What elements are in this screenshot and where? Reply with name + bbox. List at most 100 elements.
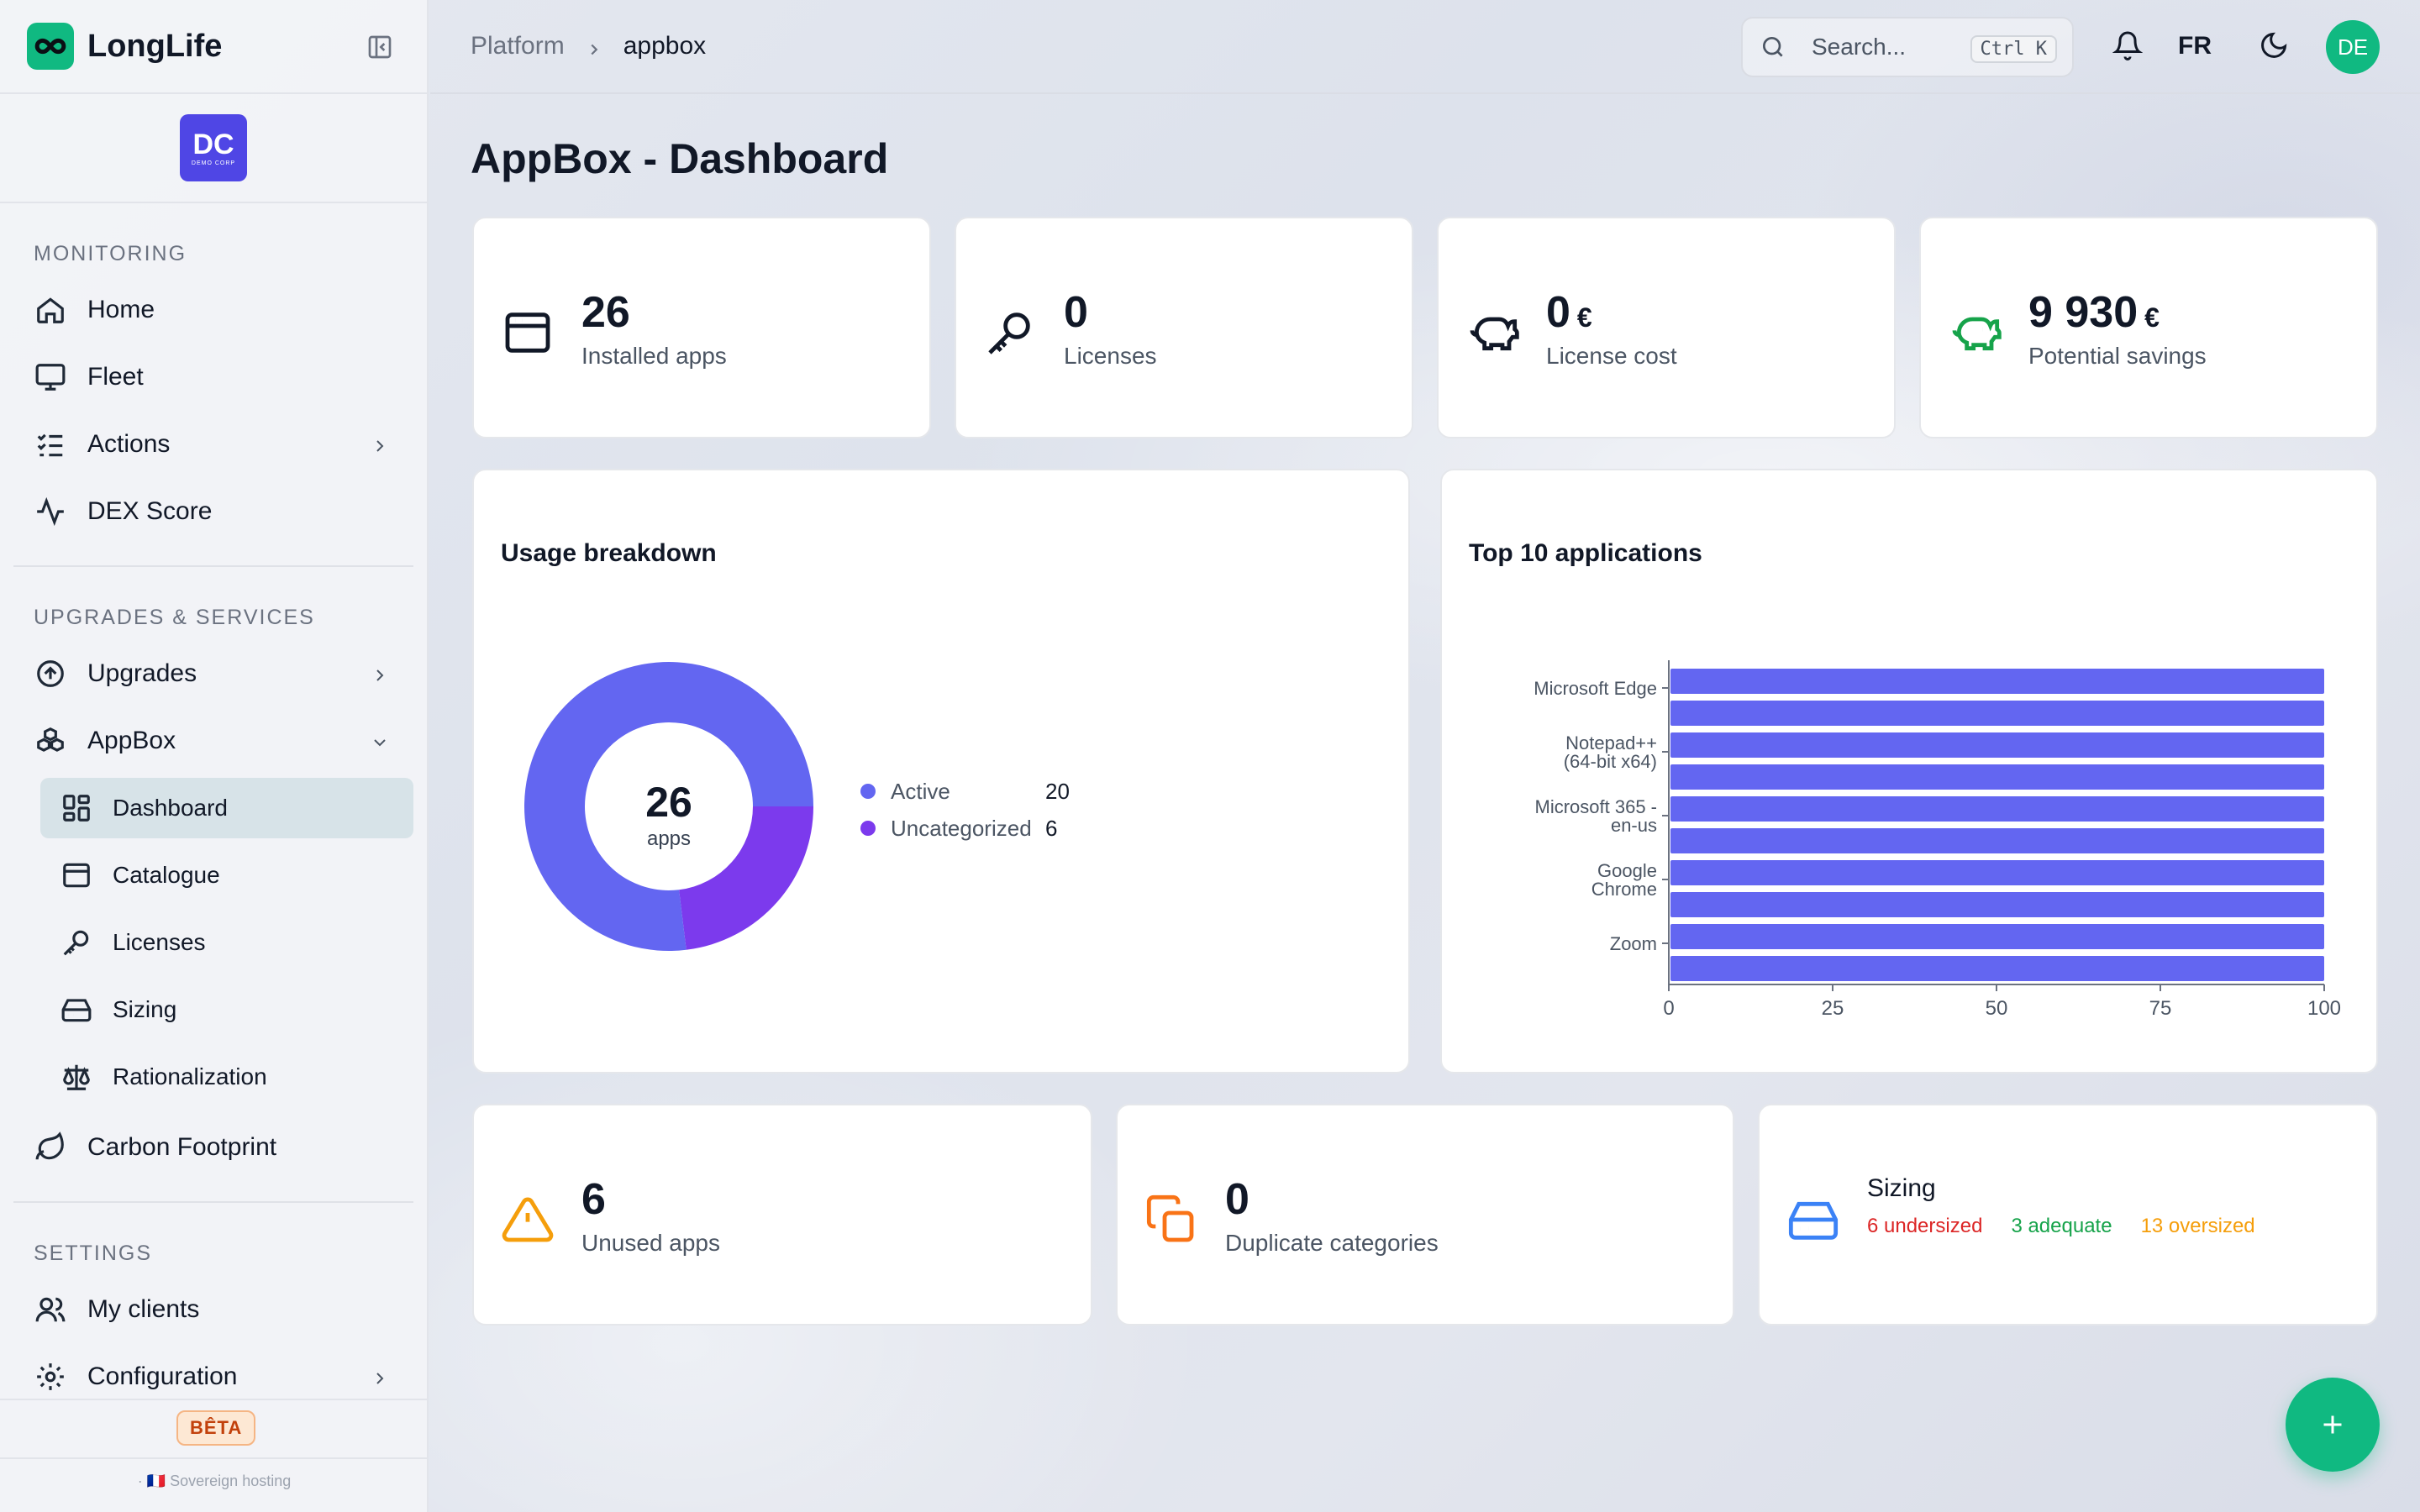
stat-card-sizing[interactable]: Sizing 6 undersized 3 adequate 13 oversi… — [1758, 1104, 2378, 1326]
stat-card-installed-apps[interactable]: 26 Installed apps — [472, 217, 931, 438]
sidebar-item-configuration[interactable]: Configuration — [0, 1343, 427, 1410]
stat-unit: € — [2144, 302, 2160, 333]
sizing-oversized: 13 oversized — [2140, 1215, 2255, 1237]
search-shortcut: Ctrl K — [1970, 35, 2057, 63]
moon-icon[interactable] — [2259, 30, 2292, 64]
y-tick-label: Google Chrome — [1591, 860, 1657, 900]
sidebar-item-label: Sizing — [113, 996, 177, 1022]
browser-window-icon — [60, 859, 92, 891]
section-monitoring: MONITORING — [34, 242, 187, 265]
y-tick-label: Notepad++ (64-bit x64) — [1564, 732, 1657, 772]
search-icon — [1760, 34, 1786, 60]
stat-card-unused-apps[interactable]: 6 Unused apps — [472, 1104, 1092, 1326]
x-tick-label: 100 — [2307, 997, 2341, 1020]
chevron-right-icon — [370, 664, 390, 684]
collapse-sidebar-icon[interactable] — [366, 34, 393, 60]
stat-number: 0 — [1064, 288, 1088, 337]
bar[interactable] — [1670, 669, 2324, 694]
legend-label: Active — [891, 778, 950, 804]
sidebar-item-upgrades[interactable]: Upgrades — [0, 640, 427, 707]
sidebar-item-label: Licenses — [113, 929, 206, 955]
sidebar-item-label: Catalogue — [113, 862, 220, 888]
breadcrumb-appbox: appbox — [623, 32, 707, 60]
sidebar-item-appbox[interactable]: AppBox — [0, 707, 427, 774]
sizing-adequate: 3 adequate — [2011, 1215, 2112, 1237]
divider — [13, 1201, 413, 1203]
org-initials: DC — [192, 128, 234, 160]
stat-card-licenses[interactable]: 0 Licenses — [955, 217, 1413, 438]
bell-icon[interactable] — [2112, 30, 2146, 64]
sidebar-item-fleet[interactable]: Fleet — [0, 344, 427, 411]
sidebar-item-dex-score[interactable]: DEX Score — [0, 478, 427, 545]
legend-item[interactable]: Uncategorized 6 — [860, 810, 1070, 847]
breadcrumb-platform[interactable]: Platform — [471, 32, 565, 60]
bar[interactable] — [1670, 796, 2324, 822]
dashboard-icon — [60, 792, 92, 824]
users-icon — [34, 1293, 67, 1326]
sidebar-item-rationalization[interactable]: Rationalization — [40, 1047, 413, 1107]
org-logo: DC DEMO CORP — [180, 114, 247, 181]
piggy-bank-icon — [1948, 306, 2002, 360]
bar[interactable] — [1670, 828, 2324, 853]
beta-badge: BÊTA — [176, 1410, 256, 1446]
stat-label: Duplicate categories — [1225, 1230, 1439, 1256]
stat-label: Potential savings — [2028, 343, 2207, 369]
warning-icon — [501, 1193, 555, 1247]
section-upgrades-services: UPGRADES & SERVICES — [34, 606, 315, 629]
sidebar-item-label: Configuration — [87, 1362, 238, 1390]
top-applications-bar-chart[interactable]: Microsoft Edge Notepad++ (64-bit x64) Micro… — [1442, 622, 2376, 1058]
home-icon — [34, 293, 67, 327]
brand[interactable]: LongLife — [0, 0, 427, 94]
legend-item[interactable]: Active 20 — [860, 773, 1070, 810]
bar[interactable] — [1670, 860, 2324, 885]
sidebar-item-dashboard[interactable]: Dashboard — [40, 778, 413, 838]
checklist-icon — [34, 428, 67, 461]
chevron-right-icon — [370, 1367, 390, 1387]
sidebar-item-catalogue[interactable]: Catalogue — [40, 845, 413, 906]
legend-value: 6 — [1045, 815, 1058, 841]
key-icon — [60, 927, 92, 958]
section-settings: SETTINGS — [34, 1242, 153, 1265]
sidebar-item-home[interactable]: Home — [0, 276, 427, 344]
stat-label: Installed apps — [581, 343, 727, 369]
sidebar-item-my-clients[interactable]: My clients — [0, 1276, 427, 1343]
legend-swatch — [860, 821, 876, 836]
org-switcher[interactable]: DC DEMO CORP — [0, 94, 427, 203]
avatar[interactable]: DE — [2326, 20, 2380, 74]
sidebar-item-label: Home — [87, 296, 155, 323]
stat-label: Unused apps — [581, 1230, 721, 1256]
bar[interactable] — [1670, 701, 2324, 726]
add-button[interactable] — [2286, 1378, 2380, 1472]
bar[interactable] — [1670, 764, 2324, 790]
bar[interactable] — [1670, 732, 2324, 758]
stat-card-license-cost[interactable]: 0 € License cost — [1437, 217, 1896, 438]
sidebar: LongLife DC DEMO CORP MONITORING Home Fl… — [0, 0, 429, 1512]
bar[interactable] — [1670, 924, 2324, 949]
arrow-up-circle-icon — [34, 657, 67, 690]
leaf-icon — [34, 1131, 67, 1164]
sidebar-item-sizing[interactable]: Sizing — [40, 979, 413, 1040]
app-name: LongLife — [87, 28, 223, 64]
stat-value: 0 — [1064, 287, 1088, 338]
x-tick-label: 0 — [1663, 997, 1674, 1020]
scale-icon — [60, 1061, 92, 1093]
sidebar-item-label: Actions — [87, 430, 171, 458]
language-toggle[interactable]: FR — [2178, 32, 2212, 60]
sidebar-item-carbon-footprint[interactable]: Carbon Footprint — [0, 1114, 427, 1181]
bar[interactable] — [1670, 892, 2324, 917]
sidebar-item-licenses[interactable]: Licenses — [40, 912, 413, 973]
sizing-undersized: 6 undersized — [1867, 1215, 1983, 1237]
stat-label: Licenses — [1064, 343, 1157, 369]
search-input[interactable]: Search... Ctrl K — [1741, 17, 2074, 77]
pie-slice-active[interactable] — [524, 662, 813, 951]
stat-value: 26 — [581, 287, 630, 338]
sizing-breakdown: 6 undersized 3 adequate 13 oversized — [1867, 1215, 2255, 1238]
bar[interactable] — [1670, 956, 2324, 981]
stat-card-potential-savings[interactable]: 9 930 € Potential savings — [1919, 217, 2378, 438]
pie-slice-uncategorized[interactable] — [679, 806, 813, 950]
stat-card-duplicate-categories[interactable]: 0 Duplicate categories — [1116, 1104, 1734, 1326]
sidebar-item-actions[interactable]: Actions — [0, 411, 427, 478]
org-tagline: DEMO CORP — [191, 160, 236, 166]
browser-window-icon — [501, 306, 555, 360]
